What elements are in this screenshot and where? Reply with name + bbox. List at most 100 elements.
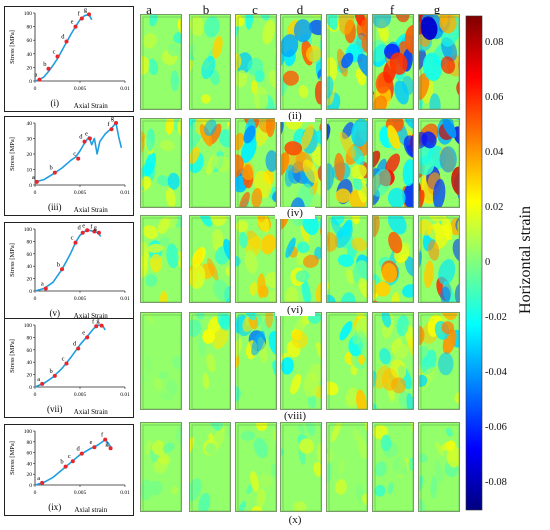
strain-map: [140, 312, 182, 410]
strain-map-image: [327, 423, 367, 511]
strain-blob: [303, 372, 319, 398]
stress-curve: [34, 13, 93, 82]
strain-blob: [373, 40, 387, 63]
panel-label: (iii): [48, 202, 62, 212]
specimen-outline: [142, 314, 181, 409]
strain-blob: [459, 243, 460, 271]
strain-blob: [240, 161, 255, 181]
map-row-label: (vi): [275, 304, 315, 316]
y-tick-label: 60: [27, 451, 33, 457]
strain-blob: [430, 475, 438, 499]
strain-blob: [451, 166, 459, 197]
specimen-outline: [374, 120, 413, 207]
strain-blob: [166, 243, 179, 269]
strain-map: [418, 312, 460, 410]
x-tick-label: 0.01: [120, 392, 130, 398]
specimen-outline: [420, 314, 459, 409]
colorbar-label-text: Horizontal strain: [517, 206, 534, 314]
strain-blob: [408, 457, 413, 471]
strain-blob: [441, 216, 453, 241]
strain-blob: [204, 119, 217, 136]
strain-blob: [272, 360, 276, 382]
strain-blob: [288, 216, 304, 227]
strain-blob: [402, 284, 413, 298]
strain-map-image: [281, 313, 321, 409]
point-marker: [76, 346, 81, 351]
strain-map: [372, 312, 414, 410]
strain-blob: [337, 254, 354, 267]
strain-blob: [145, 440, 152, 456]
point-label: a: [35, 72, 38, 79]
strain-map: [418, 118, 460, 208]
strain-blob: [266, 119, 276, 138]
point-label: c: [53, 49, 56, 56]
stress-panel-i: 0 0.005 0.01 0 20 40 60 80 100 a b c d e f g Stress [MPa…: [4, 6, 134, 112]
strain-blob: [387, 482, 394, 495]
strain-blob: [236, 132, 244, 151]
strain-blob: [341, 52, 354, 69]
panel-label: (vii): [47, 404, 63, 414]
strain-blob: [268, 331, 276, 357]
strain-blob: [209, 123, 222, 145]
colorbar-tick-label: -0.04: [485, 366, 507, 378]
strain-blob: [339, 321, 353, 341]
strain-blob: [208, 423, 224, 431]
strain-blob: [285, 119, 303, 130]
strain-blob: [165, 119, 175, 135]
specimen-outline: [142, 217, 181, 302]
x-axis-label: Axial Strain: [74, 102, 109, 110]
strain-blob: [390, 359, 407, 380]
y-tick-label: 0: [29, 79, 32, 85]
strain-map: [140, 14, 182, 110]
strain-blob: [262, 19, 275, 45]
point-label: g: [94, 225, 98, 232]
specimen-outline: [237, 314, 276, 409]
strain-blob: [300, 124, 314, 150]
panel-label: (i): [51, 98, 60, 108]
strain-map: [372, 422, 414, 512]
strain-map: [280, 118, 322, 208]
strain-blob: [157, 453, 171, 465]
strain-blob: [190, 478, 202, 502]
y-tick-label: 100: [24, 429, 33, 435]
strain-blob: [374, 484, 386, 497]
y-tick-label: 40: [27, 461, 33, 467]
strain-map: [280, 422, 322, 512]
y-tick-label: 60: [27, 38, 33, 44]
x-tick-label: 0: [34, 392, 37, 398]
point-label: f: [78, 10, 81, 17]
point-marker: [70, 459, 75, 464]
column-letter: f: [389, 2, 395, 17]
strain-blob: [373, 15, 392, 29]
strain-map: [189, 312, 231, 410]
y-axis-label: Stress [MPa]: [9, 30, 16, 64]
strain-blob: [435, 442, 444, 456]
strain-blob: [434, 460, 444, 483]
strain-blob: [419, 72, 430, 101]
point-label: d: [79, 134, 83, 141]
point-marker: [87, 12, 91, 17]
strain-blob: [145, 273, 158, 287]
x-tick-label: 0: [34, 190, 37, 196]
strain-blob: [381, 262, 398, 283]
point-label: g: [111, 117, 115, 122]
strain-blob: [334, 152, 345, 182]
strain-blob: [314, 80, 321, 105]
strain-blob: [335, 188, 351, 203]
strain-blob: [301, 279, 311, 302]
strain-blob: [298, 424, 305, 436]
strain-blob: [250, 470, 259, 493]
point-label: d: [73, 341, 77, 348]
strain-map: [326, 312, 368, 410]
strain-blob: [238, 232, 248, 248]
y-tick-label: 0: [29, 483, 32, 489]
strain-blob: [244, 250, 258, 274]
point-label: g: [96, 319, 100, 325]
strain-map: [235, 215, 277, 303]
strain-blob: [212, 328, 229, 349]
y-tick-label: 20: [27, 472, 33, 478]
strain-blob: [419, 219, 433, 236]
strain-map-image: [281, 423, 321, 511]
